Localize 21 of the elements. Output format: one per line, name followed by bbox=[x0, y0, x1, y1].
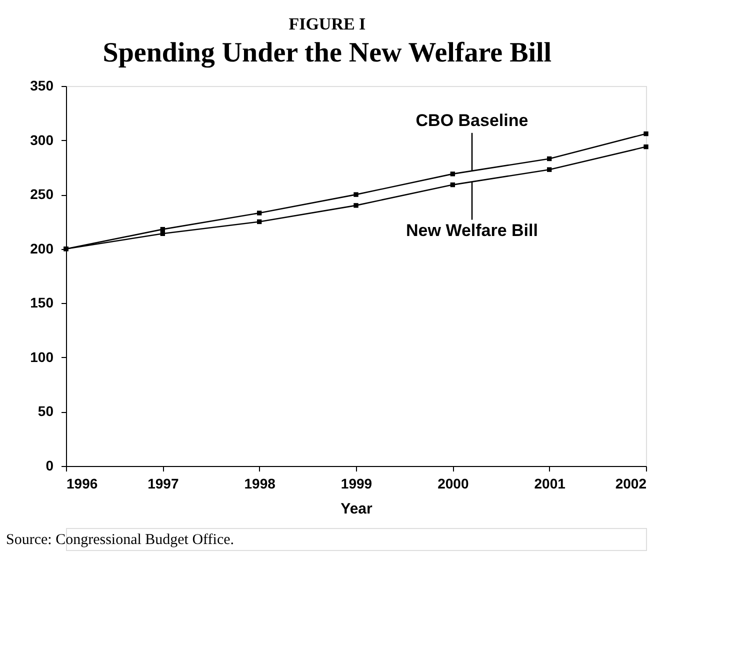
y-tick-label: 350 bbox=[30, 78, 54, 94]
x-tick-label: 2002 bbox=[615, 476, 647, 492]
x-tick-label: 1997 bbox=[148, 476, 179, 492]
y-tick-label: 50 bbox=[38, 403, 54, 420]
x-tick-label: 1998 bbox=[244, 476, 276, 492]
chart-subtitle: Spending Under the New Welfare Bill bbox=[102, 38, 552, 68]
series-label: CBO Baseline bbox=[416, 110, 528, 130]
y-tick-label: 0 bbox=[46, 458, 54, 474]
y-tick-label: 100 bbox=[30, 348, 54, 365]
x-axis-title: Year bbox=[340, 500, 373, 518]
legend-label: New Welfare Bill bbox=[406, 220, 538, 240]
y-tick-label: 300 bbox=[30, 132, 54, 148]
chart-title: FIGURE I bbox=[288, 14, 366, 34]
source-note: Source: Congressional Budget Office. bbox=[6, 532, 234, 548]
x-tick-label: 2000 bbox=[438, 476, 469, 492]
x-tick-label: 2001 bbox=[534, 476, 566, 492]
y-tick-label: 200 bbox=[30, 240, 54, 256]
y-tick-label: 250 bbox=[30, 186, 54, 202]
x-tick-label: 1996 bbox=[66, 476, 98, 492]
y-tick-label: 150 bbox=[30, 294, 54, 311]
x-tick-label: 1999 bbox=[340, 476, 372, 492]
